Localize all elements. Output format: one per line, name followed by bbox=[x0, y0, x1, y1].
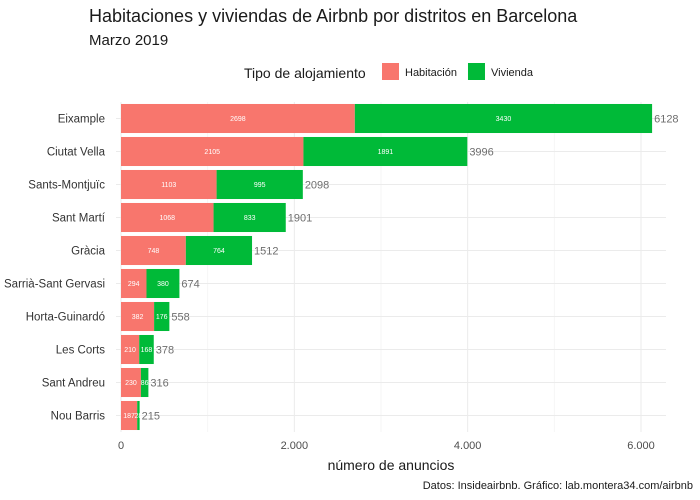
bar-segment-label: 995 bbox=[254, 182, 266, 189]
bar-segment-label: 1891 bbox=[378, 149, 394, 156]
bar-total-label: 215 bbox=[142, 411, 160, 423]
legend: Tipo de alojamiento Habitación Vivienda bbox=[244, 63, 534, 81]
bar-segment-vivienda bbox=[154, 301, 170, 332]
bar-total-label: 3996 bbox=[469, 147, 493, 159]
bar-segment-vivienda bbox=[185, 235, 253, 266]
x-axis-label: número de anuncios bbox=[328, 457, 455, 473]
bar-segment-label: 3430 bbox=[496, 116, 512, 123]
bar-segment-label: 380 bbox=[157, 281, 169, 288]
bar-segment-habitacion bbox=[121, 367, 141, 398]
bar-segment-habitacion bbox=[121, 334, 140, 365]
bar-total-label: 378 bbox=[156, 345, 174, 357]
bar-segment-habitacion bbox=[121, 202, 214, 233]
legend-swatch-habitacion bbox=[382, 63, 399, 80]
legend-swatch-vivienda bbox=[467, 63, 485, 80]
bar-segment-habitacion bbox=[121, 169, 217, 200]
category-label: Ciutat Vella bbox=[47, 147, 106, 159]
bar-segment-label: 833 bbox=[244, 215, 256, 222]
category-label: Sants-Montjuïc bbox=[28, 180, 105, 192]
bar-segment-habitacion bbox=[121, 301, 155, 332]
bar-total-label: 1901 bbox=[288, 213, 312, 225]
bar-segment-vivienda bbox=[140, 367, 149, 398]
bar-total-label: 2098 bbox=[305, 180, 329, 192]
bar-segment-label: 1068 bbox=[159, 215, 175, 222]
bar-segment-vivienda bbox=[213, 202, 286, 233]
bar-segment-label: 2105 bbox=[204, 149, 220, 156]
bar-segment-habitacion bbox=[121, 400, 138, 431]
bar-segment-label: 230 bbox=[125, 380, 137, 387]
bar-segment-label: 1103 bbox=[161, 182, 176, 189]
bar-segment-habitacion bbox=[121, 235, 186, 266]
bar-segment-vivienda bbox=[137, 400, 140, 431]
bar-segment-habitacion bbox=[121, 268, 147, 299]
bar-segment-habitacion bbox=[121, 136, 304, 167]
category-label: Sarrià-Sant Gervasi bbox=[4, 279, 105, 291]
bar-total-label: 558 bbox=[171, 312, 189, 324]
legend-label: Habitación bbox=[405, 67, 457, 79]
bar-total-label: 6128 bbox=[654, 114, 678, 126]
bar-total-label: 1512 bbox=[254, 246, 278, 258]
bar-segment-vivienda bbox=[216, 169, 303, 200]
bar-segment-label: 210 bbox=[124, 347, 136, 354]
category-label: Sant Andreu bbox=[42, 378, 105, 390]
bar-segment-vivienda bbox=[303, 136, 468, 167]
bar-total-label: 316 bbox=[150, 378, 168, 390]
bar-segment-label: 748 bbox=[148, 248, 160, 255]
bar-segment-label: 28 bbox=[135, 413, 143, 420]
category-label: Nou Barris bbox=[51, 411, 106, 423]
chart-title: Habitaciones y viviendas de Airbnb por d… bbox=[89, 6, 578, 26]
category-label: Sant Martí bbox=[52, 213, 106, 225]
category-label: Gràcia bbox=[71, 246, 105, 258]
bar-segment-vivienda bbox=[354, 103, 653, 134]
x-tick-label: 0 bbox=[118, 440, 124, 452]
caption: Datos: Insideairbnb. Gráfico: lab.monter… bbox=[423, 480, 693, 492]
bar-segment-vivienda bbox=[146, 268, 180, 299]
bar-segment-label: 168 bbox=[141, 347, 153, 354]
bar-segment-label: 764 bbox=[213, 248, 225, 255]
bar-segment-label: 294 bbox=[128, 281, 140, 288]
bar-total-label: 674 bbox=[181, 279, 199, 291]
category-label: Eixample bbox=[58, 114, 105, 126]
bar-segment-label: 382 bbox=[132, 314, 144, 321]
chart-subtitle: Marzo 2019 bbox=[89, 32, 168, 49]
category-label: Les Corts bbox=[56, 345, 105, 357]
bar-segment-label: 2698 bbox=[230, 116, 246, 123]
bar-segment-vivienda bbox=[139, 334, 154, 365]
bar-segment-label: 187 bbox=[123, 413, 135, 420]
x-tick-label: 4.000 bbox=[454, 440, 482, 452]
legend-label: Vivienda bbox=[491, 67, 534, 79]
legend-title: Tipo de alojamiento bbox=[244, 65, 366, 81]
bar-segment-label: 176 bbox=[156, 314, 168, 321]
bar-segment-label: 86 bbox=[141, 380, 149, 387]
bar-segment-habitacion bbox=[121, 103, 355, 134]
x-tick-label: 2.000 bbox=[281, 440, 309, 452]
category-label: Horta-Guinardó bbox=[26, 312, 105, 324]
x-tick-label: 6.000 bbox=[627, 440, 655, 452]
